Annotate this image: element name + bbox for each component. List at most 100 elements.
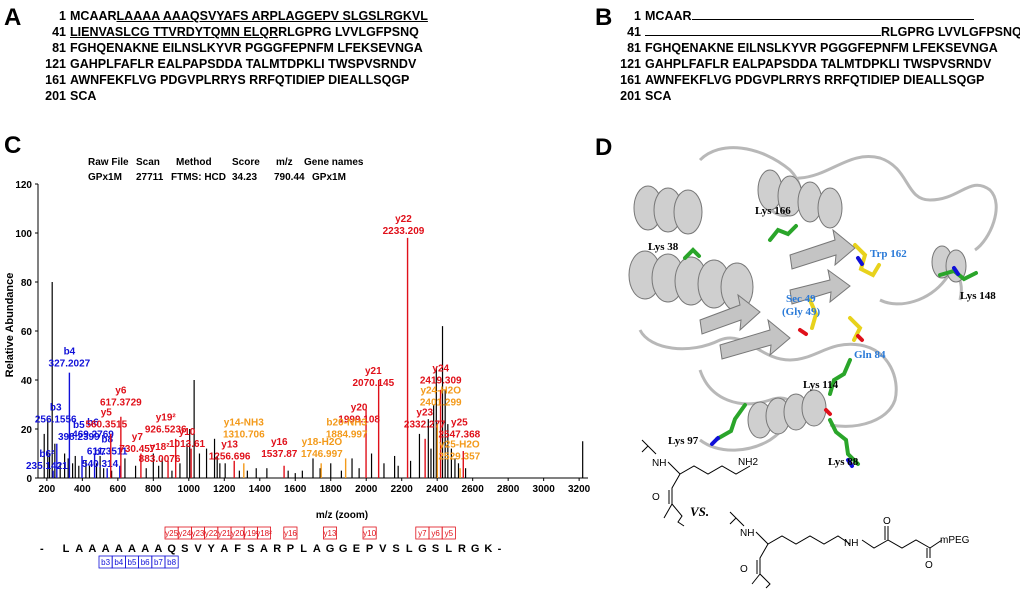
b-ion-box xyxy=(164,555,179,569)
label-sec-49: Sec 49 xyxy=(786,293,816,305)
peak-mz-label: 1256.696 xyxy=(209,451,251,462)
sequence-row: 201 SCA xyxy=(40,88,428,104)
x-tick-label: 2200 xyxy=(391,484,414,495)
meta-value: 790.44 xyxy=(274,172,305,183)
peak-mz-label: 1310.706 xyxy=(223,429,265,440)
residue-number: 121 xyxy=(45,57,66,71)
peak-ion-label: y23 xyxy=(416,408,433,419)
protein-structure: Lys 166 Lys 38 Lys 148 Lys 114 Lys 97 Ly… xyxy=(628,146,998,468)
y-ion-box xyxy=(362,526,377,540)
label-lys-166: Lys 166 xyxy=(755,205,791,217)
fragment-residue: R xyxy=(458,543,466,555)
label-lys-88: Lys 88 xyxy=(828,456,859,468)
meta-value: 34.23 xyxy=(232,172,257,183)
fragment-map: - L A A A A A A A Q S V Y A F S A R P L A G G E P V S L G S L R G K -y25 y2… xyxy=(40,526,502,569)
label-lys-97: Lys 97 xyxy=(668,435,699,447)
y-ion-label: y19² xyxy=(243,529,259,538)
peak-ion-label: y7 xyxy=(132,432,144,443)
amine2-label: NH2 xyxy=(738,457,758,468)
deleted-region-line xyxy=(645,25,881,36)
fragment-residue: F xyxy=(234,543,241,555)
meta-value: GPx1M xyxy=(88,172,122,183)
fragment-residue: G xyxy=(418,543,427,555)
peak-ion-label: b7 xyxy=(94,447,106,458)
peak-ion-label: b3 xyxy=(50,403,62,414)
lysine-chemical-structure xyxy=(641,439,751,527)
peak-mz-label: 2070.145 xyxy=(352,378,394,389)
sequence-text: AWNFEKFLVG PDGVPLRRYS RRFQTIDIEP DIEALLS… xyxy=(70,73,410,87)
peak-ion-label: b6 xyxy=(87,417,99,428)
panel-label-c: C xyxy=(4,132,22,159)
sequence-underlined: LAAAA AAAQSVYAFS ARPLAGGEPV SLGSLRGKVL xyxy=(116,9,428,23)
peak-mz-label: 617.3729 xyxy=(100,398,142,409)
y-ion-label: y10 xyxy=(363,529,376,538)
y-ion-box xyxy=(441,526,456,540)
sequence-text: RLGPRG LVVLGFPSNQ xyxy=(881,25,1020,39)
y-ion-label: y7 xyxy=(418,529,427,538)
sequence-row: 121 GAHPLFAFLR EALPAPSDDA TALMTDPKLI TWSP… xyxy=(40,56,428,72)
peak-mz-label: 2233.209 xyxy=(383,226,425,237)
sequence-row: 81 FGHQENAKNE EILNSLKYVR PGGGFEPNFM LFEKS… xyxy=(615,40,1020,56)
peak-ion-label: y24-H2O xyxy=(420,386,461,397)
x-tick-label: 3200 xyxy=(568,484,591,495)
b-ion-label: b6 xyxy=(141,558,150,567)
spectrum-metadata: Raw File Scan Method Score m/z Gene name… xyxy=(88,157,364,183)
fragment-residue: P xyxy=(287,543,294,555)
peak-ion-label: y14-NH3 xyxy=(224,417,264,428)
y-ion-label: y13 xyxy=(324,529,337,538)
sequence-panel-b: 1 MCAAR 41 RLGPRG LVVLGFPSNQ 81 FGHQENAKNE EI… xyxy=(615,8,1020,104)
fragment-residue: K xyxy=(484,543,492,555)
x-tick-label: 2000 xyxy=(355,484,378,495)
peak-mz-label: 1999.108 xyxy=(338,415,380,426)
sequence-text: SCA xyxy=(70,89,97,103)
fragment-residue: V xyxy=(379,543,387,555)
label-lys-38: Lys 38 xyxy=(648,241,679,253)
b-ion-label: b3 xyxy=(101,558,110,567)
peak-mz-label: 730.457 xyxy=(119,444,156,455)
y-ion-label: y22 xyxy=(205,529,218,538)
amine-label: NH xyxy=(652,458,666,469)
helix-1 xyxy=(633,185,703,235)
fragment-residue: L xyxy=(406,543,413,555)
pegylated-lysine-structure xyxy=(729,511,943,589)
peak-mz-label: 926.5236 xyxy=(145,424,187,435)
residue-number: 81 xyxy=(52,41,66,55)
y-tick-label: 80 xyxy=(21,278,33,289)
label-lys-114: Lys 114 xyxy=(803,379,839,391)
panel-label-a: A xyxy=(4,4,22,31)
x-tick-label: 2400 xyxy=(426,484,449,495)
peak-mz-label: 1537.87 xyxy=(261,449,298,460)
y-ion-box xyxy=(322,526,337,540)
sequence-text: GAHPLFAFLR EALPAPSDDA TALMTDPKLI TWSPVSR… xyxy=(645,57,992,71)
fragment-residue: A xyxy=(313,543,321,555)
peak-mz-label: 2419.309 xyxy=(420,375,462,386)
fragment-residue: A xyxy=(102,543,110,555)
peak-mz-label: 611.3511 xyxy=(87,447,128,458)
meta-value: FTMS: HCD xyxy=(171,172,226,183)
helix-3 xyxy=(757,169,843,229)
oxygen-label-4: O xyxy=(740,564,748,575)
peak-ion-label: y6 xyxy=(115,386,127,397)
sequence-text: GAHPLFAFLR EALPAPSDDA TALMTDPKLI TWSPVSR… xyxy=(70,57,417,71)
x-tick-label: 800 xyxy=(145,484,162,495)
fragment-residue: Q xyxy=(167,543,176,555)
helix-5 xyxy=(931,245,967,283)
sequence-row: 81 FGHQENAKNE EILNSLKYVR PGGGFEPNFM LFEKS… xyxy=(40,40,428,56)
fragment-residue: P xyxy=(366,543,373,555)
label-trp-162: Trp 162 xyxy=(870,248,907,260)
y-ion-label: y5 xyxy=(445,529,454,538)
sequence-row: 201 SCA xyxy=(615,88,1020,104)
fragment-residue: S xyxy=(432,543,439,555)
fragment-residue: E xyxy=(353,543,360,555)
y-tick-label: 120 xyxy=(15,180,32,191)
peak-ion-label: b8 xyxy=(101,435,113,446)
peak-ion-label: b20-NH3 xyxy=(326,417,367,428)
peak-mz-label: 469.2769 xyxy=(72,429,114,440)
amine-label-2: NH xyxy=(740,528,754,539)
y-axis-label: Relative Abundance xyxy=(4,273,16,378)
fragment-residue: G xyxy=(471,543,480,555)
sequence-row: 41 LIENVASLCG TTVRDYTQMN ELQRRLGPRG LVVLG… xyxy=(40,24,428,40)
peak-ion-label: b5 xyxy=(73,420,85,431)
b-ion-label: b5 xyxy=(128,558,137,567)
